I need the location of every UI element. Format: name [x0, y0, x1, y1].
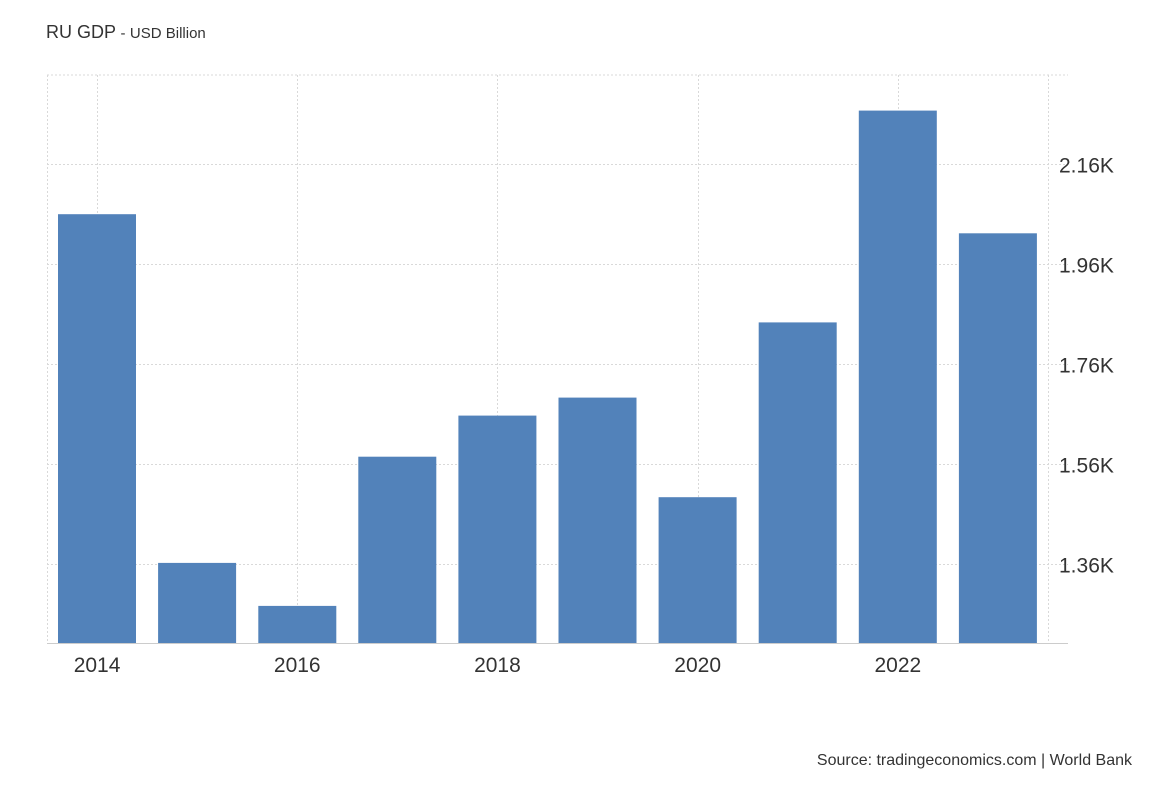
chart-title-main: RU GDP: [46, 22, 117, 42]
bar-2015: [158, 562, 237, 643]
y-tick-label: 1.36K: [1059, 555, 1114, 578]
bar-2016: [258, 605, 337, 643]
bars: [58, 110, 1037, 644]
y-tick-label: 1.56K: [1059, 455, 1114, 478]
bar-2021: [758, 322, 837, 643]
y-tick-label: 1.96K: [1059, 255, 1114, 278]
bar-2020: [658, 497, 737, 643]
bar-2023: [958, 233, 1037, 644]
bar-2017: [358, 456, 437, 643]
chart-subtitle: USD Billion: [129, 25, 206, 42]
x-tick-label: 2016: [274, 654, 321, 677]
bar-2019: [558, 397, 637, 643]
bar-2018: [458, 415, 537, 643]
x-tick-label: 2018: [474, 654, 521, 677]
chart-title: RU GDP - USD Billion: [46, 22, 206, 43]
chart-title-separator: -: [120, 25, 126, 42]
x-tick-label: 2022: [874, 654, 921, 677]
tick-labels: 1.36K 1.56K 1.76K 1.96K 2.16K 2014 2016 2018 202…: [74, 155, 1114, 678]
bar-2014: [58, 214, 136, 643]
y-tick-label: 1.76K: [1059, 355, 1114, 378]
x-tick-label: 2020: [674, 654, 721, 677]
x-tick-label: 2014: [74, 654, 121, 677]
y-tick-label: 2.16K: [1059, 155, 1114, 178]
bar-2022: [858, 110, 937, 644]
source-credit: Source: tradingeconomics.com | World Ban…: [816, 752, 1132, 769]
